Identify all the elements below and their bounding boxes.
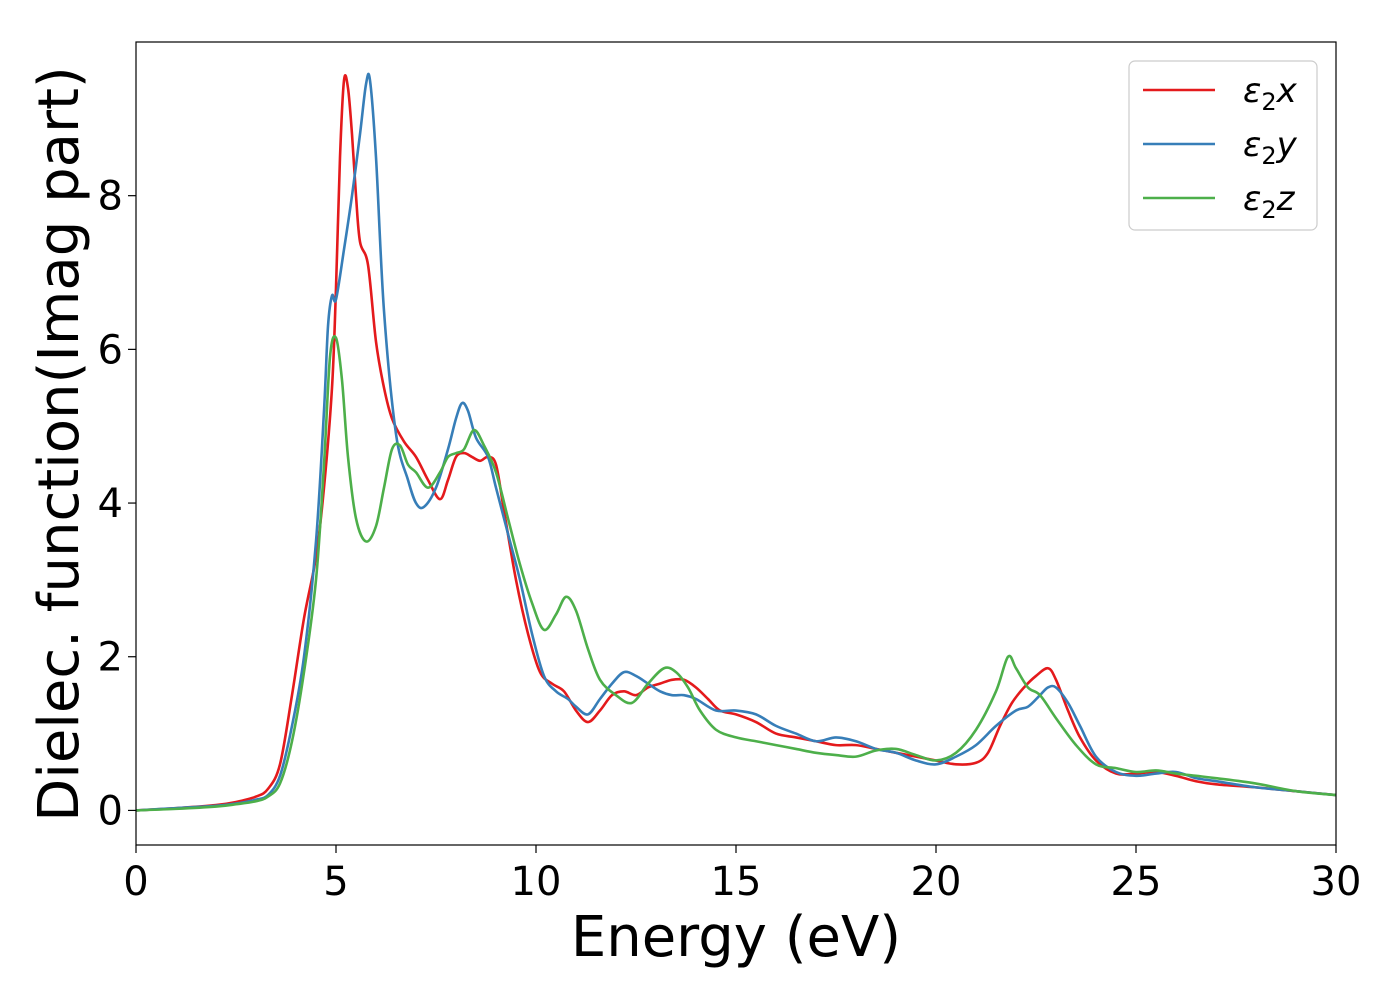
x-tick-label: 30 <box>1311 859 1362 905</box>
y-tick-label: 2 <box>98 635 123 681</box>
y-tick-label: 0 <box>98 788 123 834</box>
legend-label-y: ε2y <box>1243 125 1298 170</box>
legend-entries: ε2x ε2y ε2z <box>1143 71 1298 224</box>
y-axis: 0 2 4 6 8 <box>98 174 136 834</box>
y-tick-label: 8 <box>98 174 123 220</box>
y-axis-title: Dielec. function(Imag part) <box>27 66 92 822</box>
legend: ε2x ε2y ε2z <box>1128 60 1318 231</box>
series-layer <box>135 72 1337 812</box>
series-line-x <box>135 74 1337 812</box>
x-tick-label: 5 <box>323 859 348 905</box>
legend-label-x: ε2x <box>1243 71 1298 116</box>
x-axis: 0 5 10 15 20 25 30 <box>123 845 1361 905</box>
legend-box <box>1128 60 1318 231</box>
legend-label-z: ε2z <box>1243 179 1296 224</box>
y-tick-label: 6 <box>98 327 123 373</box>
x-tick-label: 0 <box>123 859 148 905</box>
x-axis-title: Energy (eV) <box>571 905 901 970</box>
x-tick-label: 25 <box>1111 859 1162 905</box>
series-line-z <box>135 334 1337 812</box>
x-tick-label: 20 <box>911 859 962 905</box>
x-tick-label: 15 <box>711 859 762 905</box>
y-tick-label: 4 <box>98 481 123 527</box>
x-tick-label: 10 <box>511 859 562 905</box>
